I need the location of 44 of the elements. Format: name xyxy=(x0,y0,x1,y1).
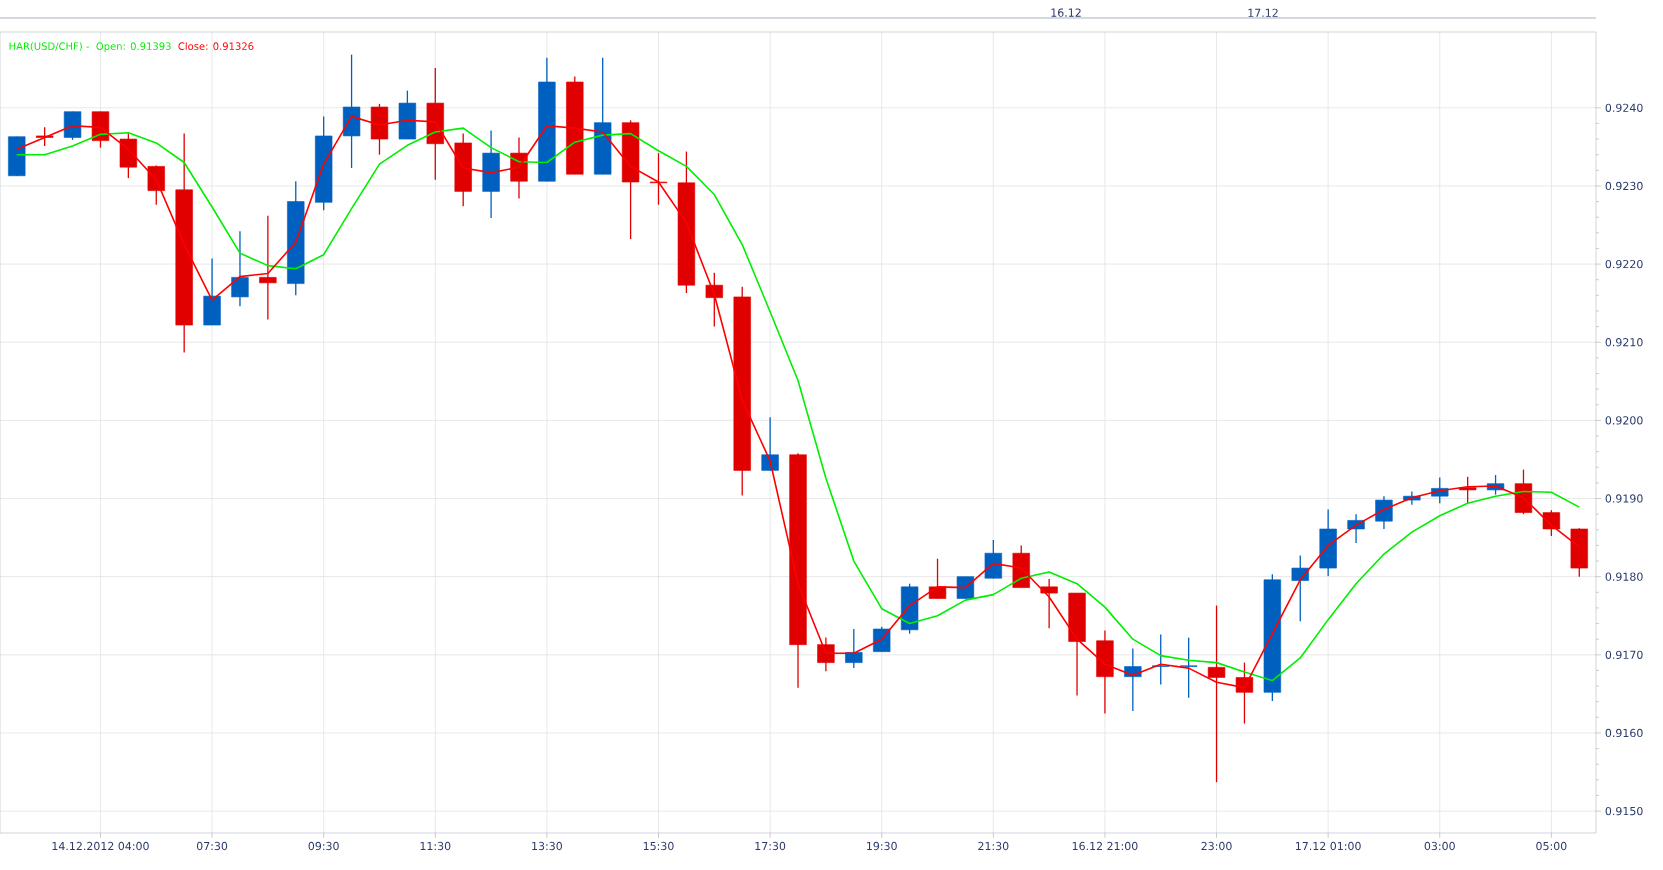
y-tick-label: 0.9160 xyxy=(1605,728,1643,738)
candlestick xyxy=(873,626,891,653)
candlestick xyxy=(649,152,668,206)
text: 17.12 xyxy=(1248,8,1278,17)
x-tick-label: 21:30 xyxy=(978,841,1009,851)
candlestick xyxy=(1542,509,1561,537)
x-tick-label: 07:30 xyxy=(196,841,228,851)
x-tick-label: 03:00 xyxy=(1424,841,1455,851)
x-tick-label: 09:30 xyxy=(308,841,339,851)
candlestick xyxy=(845,628,863,669)
candlestick xyxy=(1291,554,1309,622)
candlestick xyxy=(928,558,947,600)
y-tick-label: 0.9240 xyxy=(1605,103,1643,112)
y-tick-label: 0.9190 xyxy=(1605,494,1643,503)
candlestick xyxy=(259,214,277,321)
x-tick-label: 13:30 xyxy=(532,841,562,851)
text: Open: 0.91393 xyxy=(96,42,171,52)
x-tick-label: 14.12.2012 04:00 xyxy=(52,841,149,851)
x-tick-label: 19:30 xyxy=(867,841,897,851)
text: HAR(USD/CHF) - xyxy=(9,42,89,52)
y-tick-label: 0.9180 xyxy=(1605,572,1643,581)
x-tick-label: 17.12 01:00 xyxy=(1296,841,1361,851)
y-tick-label: 0.9170 xyxy=(1605,650,1643,659)
y-tick-label: 0.9230 xyxy=(1605,181,1643,191)
candlestick xyxy=(1040,578,1058,629)
x-tick-label: 15:30 xyxy=(643,841,674,851)
candlestick xyxy=(1207,604,1226,783)
y-tick-label: 0.9200 xyxy=(1605,416,1643,425)
x-tick-label: 23:00 xyxy=(1201,841,1232,851)
candlestick xyxy=(1179,636,1198,699)
candlestick xyxy=(817,636,835,672)
x-tick-label: 17:30 xyxy=(755,841,786,851)
candlestick xyxy=(1375,495,1393,530)
x-tick-label: 11:30 xyxy=(420,841,451,851)
x-tick-label: 16.12 21:00 xyxy=(1072,841,1138,851)
text: Close: 0.91326 xyxy=(178,42,254,50)
y-tick-label: 0.9150 xyxy=(1605,806,1643,816)
x-tick-label: 05:00 xyxy=(1536,841,1567,851)
y-tick-label: 0.9210 xyxy=(1605,338,1643,347)
text: 16.12 xyxy=(1051,8,1081,17)
y-tick-label: 0.9220 xyxy=(1605,259,1643,269)
candlestick xyxy=(231,230,249,307)
candlestick xyxy=(705,272,723,328)
candlestick xyxy=(1235,661,1254,725)
